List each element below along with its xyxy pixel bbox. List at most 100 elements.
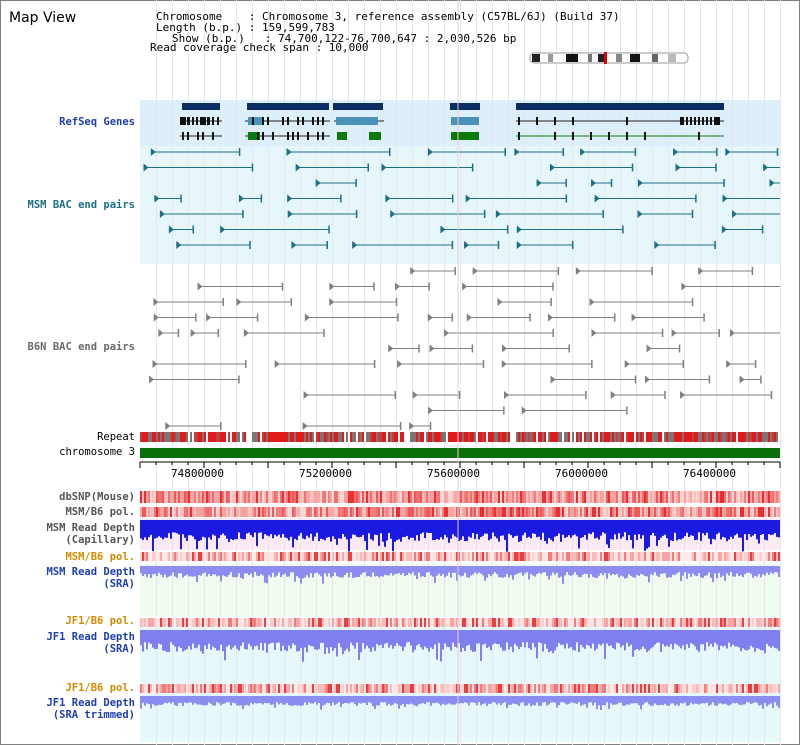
- heat-cell: [674, 684, 676, 693]
- repeat-cell: [186, 432, 188, 442]
- heat-cell: [184, 507, 186, 517]
- depth-bar: [444, 566, 446, 578]
- heat-cell: [550, 618, 552, 627]
- depth-bar: [462, 696, 464, 704]
- bac-end-marker: [153, 313, 159, 322]
- heat-cell: [162, 684, 164, 693]
- heat-cell: [328, 507, 330, 517]
- heat-cell: [522, 684, 524, 693]
- depth-bar: [430, 566, 432, 576]
- heat-cell: [634, 491, 636, 503]
- exon-mark: [272, 132, 274, 140]
- depth-bar: [462, 630, 464, 648]
- depth-bar: [566, 696, 568, 705]
- heat-cell: [690, 507, 692, 517]
- heat-cell: [722, 618, 724, 627]
- depth-bar: [680, 696, 682, 704]
- depth-bar: [304, 520, 306, 540]
- heat-cell: [364, 552, 366, 561]
- exon-mark: [322, 117, 324, 125]
- exon-mark: [302, 117, 304, 125]
- depth-bar: [354, 520, 356, 535]
- heat-cell: [200, 552, 202, 561]
- heat-cell: [494, 491, 496, 503]
- heat-cell: [598, 552, 600, 561]
- track-label-refseq[interactable]: RefSeq Genes: [59, 116, 135, 128]
- heat-cell: [682, 507, 684, 517]
- heat-cell: [700, 491, 702, 503]
- heat-cell: [312, 507, 314, 517]
- heat-cell: [638, 491, 640, 503]
- b6n-bac-pairs[interactable]: [148, 267, 780, 430]
- heat-cell: [154, 552, 156, 561]
- heat-cell: [420, 491, 422, 503]
- depth-bar: [276, 520, 278, 537]
- depth-bar: [724, 566, 726, 581]
- depth-bar: [234, 566, 236, 578]
- depth-bar: [248, 630, 250, 644]
- depth-bar: [470, 566, 472, 576]
- heat-cell: [234, 507, 236, 517]
- repeat-cell: [746, 432, 748, 442]
- depth-bar: [164, 630, 166, 651]
- heat-cell: [278, 618, 280, 627]
- repeat-cell: [406, 432, 408, 442]
- heat-cell: [412, 618, 414, 627]
- heat-cell: [458, 491, 460, 503]
- heat-cell: [748, 618, 750, 627]
- heat-cell: [176, 491, 178, 503]
- track-label-b6n-bac[interactable]: B6N BAC end pairs: [27, 341, 135, 353]
- depth-bar: [692, 630, 694, 645]
- heat-cell: [404, 618, 406, 627]
- track-label-msm-bac[interactable]: MSM BAC end pairs: [27, 199, 135, 211]
- heat-cell: [758, 618, 760, 627]
- depth-bar: [310, 630, 312, 646]
- heat-cell: [442, 491, 444, 503]
- heat-cell: [372, 618, 374, 627]
- heat-cell: [390, 618, 392, 627]
- heat-cell: [232, 684, 234, 693]
- msm-bac-pairs[interactable]: [143, 148, 780, 249]
- refseq-gene-models[interactable]: [180, 103, 724, 140]
- heat-cell: [598, 684, 600, 693]
- repeat-cell: [348, 432, 350, 442]
- depth-bar: [676, 696, 678, 705]
- depth-bar: [724, 696, 726, 704]
- heat-cell: [538, 507, 540, 517]
- depth-bar: [318, 696, 320, 704]
- depth-bar: [520, 566, 522, 573]
- bac-end-marker: [153, 298, 159, 306]
- bac-end-marker: [381, 163, 387, 172]
- depth-bar: [604, 630, 606, 659]
- heat-cell: [658, 491, 660, 503]
- heat-cell: [298, 618, 300, 627]
- bac-end-marker: [482, 360, 485, 368]
- depth-bar: [370, 696, 372, 704]
- heat-cell: [772, 507, 774, 517]
- heat-cell: [588, 507, 590, 517]
- bac-end-marker: [732, 210, 738, 218]
- repeat-cell: [148, 432, 150, 442]
- depth-bar: [194, 566, 196, 577]
- heat-cell: [646, 552, 648, 561]
- heat-cell: [624, 491, 626, 503]
- heat-cell: [218, 491, 220, 503]
- depth-bar: [190, 630, 192, 650]
- repeat-cell: [542, 432, 544, 442]
- depth-bar: [180, 566, 182, 574]
- heat-cell: [362, 552, 364, 561]
- depth-bar: [144, 566, 146, 575]
- heat-cell: [514, 684, 516, 693]
- repeat-cell: [556, 432, 558, 442]
- heat-cell: [448, 618, 450, 627]
- repeat-cell: [540, 432, 542, 442]
- heat-cell: [738, 491, 740, 503]
- depth-bar: [608, 696, 610, 709]
- depth-bar: [698, 696, 700, 705]
- depth-bar: [212, 520, 214, 535]
- bac-end-marker: [552, 329, 554, 337]
- heat-cell: [294, 618, 296, 627]
- heat-cell: [306, 507, 308, 517]
- depth-bar: [496, 630, 498, 645]
- heat-cell: [776, 491, 778, 503]
